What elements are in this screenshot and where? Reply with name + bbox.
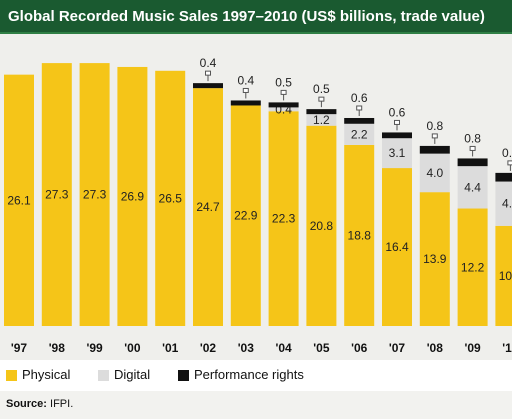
data-label-physical: 27.3 xyxy=(45,188,69,202)
bar-performance-rights xyxy=(382,132,412,139)
bar-performance-rights xyxy=(419,145,450,154)
data-label-physical: 26.9 xyxy=(121,189,145,203)
data-label-performance-rights: 0.5 xyxy=(275,75,292,89)
data-label-performance-rights: 0.8 xyxy=(426,119,443,133)
data-label-physical: 10.4 xyxy=(499,269,512,283)
x-tick-label: '99 xyxy=(86,341,103,355)
data-label-physical: 12.2 xyxy=(461,260,485,274)
bar-physical xyxy=(268,111,299,326)
plot-area: 26.1 '97 27.3 '98 27.3 '99 26.9 '00 26.5 '01 24.7 0… xyxy=(0,34,512,360)
data-label-performance-rights: 0.4 xyxy=(200,56,217,70)
bar-physical xyxy=(193,88,223,326)
bar-physical xyxy=(117,66,148,326)
x-tick-label: '00 xyxy=(124,341,141,355)
x-tick-label: '05 xyxy=(313,341,330,355)
data-label-physical: 24.7 xyxy=(196,200,220,214)
performance-callout-marker xyxy=(469,145,476,151)
x-tick-label: '08 xyxy=(427,341,444,355)
bar-physical xyxy=(79,63,110,326)
source-text: IFPI. xyxy=(50,398,74,410)
bar-digital xyxy=(457,166,488,209)
bar-physical xyxy=(155,70,186,327)
legend-label-physical: Physical xyxy=(22,367,71,382)
data-label-physical: 22.9 xyxy=(234,209,258,223)
data-label-performance-rights: 0.6 xyxy=(389,105,406,119)
data-label-performance-rights: 0.4 xyxy=(237,73,254,87)
performance-callout-marker xyxy=(394,119,400,125)
bar-digital xyxy=(419,153,450,193)
x-tick-label: '01 xyxy=(162,341,179,355)
data-label-digital: 1.2 xyxy=(313,113,330,127)
bar-digital xyxy=(382,138,412,169)
bar-physical xyxy=(41,63,72,326)
bar-physical xyxy=(495,225,512,326)
x-tick-label: '97 xyxy=(11,341,28,355)
bar-physical xyxy=(4,74,34,326)
bar-physical xyxy=(419,192,450,326)
x-tick-label: '10 xyxy=(502,341,512,355)
source-note: Source: IFPI. xyxy=(0,391,512,419)
data-label-physical: 26.1 xyxy=(7,193,31,207)
legend-swatch-physical xyxy=(6,370,17,381)
legend-label-digital: Digital xyxy=(114,367,151,382)
data-label-physical: 26.5 xyxy=(159,191,183,205)
legend-swatch-performance-rights xyxy=(178,370,189,381)
data-label-performance-rights: 0.9 xyxy=(502,146,512,160)
bar-physical xyxy=(230,105,261,327)
bar-performance-rights xyxy=(230,100,261,106)
bar-digital xyxy=(268,107,299,112)
data-label-digital: 3.1 xyxy=(389,146,406,160)
performance-callout-marker xyxy=(205,70,211,76)
x-tick-label: '98 xyxy=(49,341,66,355)
data-label-physical: 16.4 xyxy=(385,240,409,254)
x-tick-label: '07 xyxy=(389,341,406,355)
performance-callout-marker xyxy=(318,96,325,102)
legend-label-performance-rights: Performance rights xyxy=(194,367,304,382)
data-label-performance-rights: 0.6 xyxy=(351,91,368,105)
data-label-physical: 13.9 xyxy=(423,252,447,266)
bar-physical xyxy=(306,125,337,326)
bar-physical xyxy=(344,144,375,326)
source-label: Source: xyxy=(6,398,47,410)
data-label-physical: 22.3 xyxy=(272,212,296,226)
performance-callout-marker xyxy=(280,89,287,95)
bar-digital xyxy=(495,181,512,226)
data-label-digital: 2.2 xyxy=(351,127,368,141)
x-tick-label: '03 xyxy=(238,341,255,355)
x-tick-label: '04 xyxy=(275,341,292,355)
data-label-physical: 27.3 xyxy=(83,188,107,202)
bar-performance-rights xyxy=(268,102,299,108)
chart-title: Global Recorded Music Sales 1997–2010 (U… xyxy=(8,8,485,25)
x-tick-label: '02 xyxy=(200,341,217,355)
legend-swatch-digital xyxy=(98,370,109,381)
data-label-performance-rights: 0.5 xyxy=(313,82,330,96)
bar-digital xyxy=(306,114,337,126)
performance-callout-marker xyxy=(242,87,249,93)
x-tick-label: '06 xyxy=(351,341,368,355)
performance-callout-marker xyxy=(507,160,512,166)
legend: Physical Digital Performance rights xyxy=(0,360,512,388)
data-label-performance-rights: 0.8 xyxy=(464,131,481,145)
performance-callout-marker xyxy=(356,105,363,111)
data-label-physical: 18.8 xyxy=(348,228,372,242)
x-tick-label: '09 xyxy=(464,341,481,355)
bar-physical xyxy=(382,168,412,326)
bar-performance-rights xyxy=(306,109,337,115)
data-label-digital: 4.4 xyxy=(464,180,481,194)
bar-chart: 26.1 '97 27.3 '98 27.3 '99 26.9 '00 26.5 '01 24.7 0… xyxy=(4,56,512,355)
data-label-digital: 4.0 xyxy=(426,166,443,180)
chart-title-bar: Global Recorded Music Sales 1997–2010 (U… xyxy=(0,0,512,34)
bar-performance-rights xyxy=(495,172,512,182)
performance-callout-marker xyxy=(431,133,438,139)
bar-performance-rights xyxy=(193,83,223,89)
bar-digital xyxy=(344,123,375,145)
data-label-digital: 4.6 xyxy=(502,197,512,211)
bar-performance-rights xyxy=(457,158,488,167)
bar-performance-rights xyxy=(344,117,375,124)
data-label-physical: 20.8 xyxy=(310,219,334,233)
bar-physical xyxy=(457,208,488,326)
